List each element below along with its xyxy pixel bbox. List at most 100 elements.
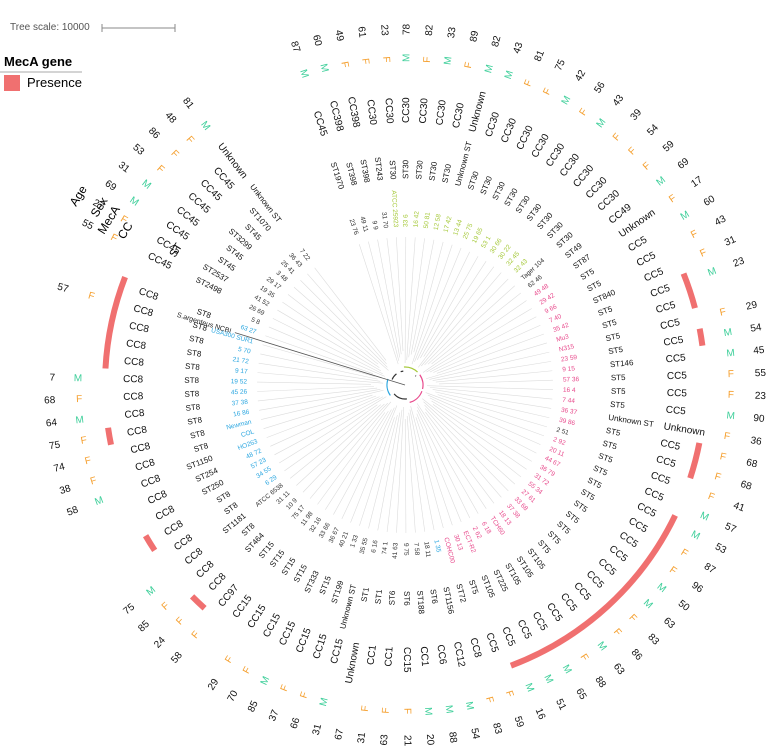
tree-clade-arc	[403, 366, 418, 373]
sex-label: F	[338, 61, 350, 69]
tree-branch	[429, 387, 553, 400]
sex-label: M	[706, 266, 718, 279]
tree-branch	[350, 405, 398, 523]
cc-label: CC30	[401, 97, 412, 123]
cc-label: CC5	[655, 300, 678, 316]
tree-branch	[432, 404, 527, 470]
tree-branch	[314, 267, 387, 361]
age-label: 23	[732, 255, 747, 269]
st-label: ST5	[608, 345, 624, 356]
sex-label: M	[503, 69, 516, 80]
sex-label: F	[698, 247, 708, 260]
age-label: 85	[136, 618, 152, 634]
cc-label: CC8	[129, 441, 151, 456]
tree-branch	[424, 408, 502, 498]
sex-label: M	[595, 117, 609, 130]
age-label: 58	[169, 650, 185, 666]
age-label: 78	[401, 23, 412, 35]
sex-label: F	[401, 708, 412, 714]
tree-branch	[427, 285, 515, 365]
age-label: 89	[468, 29, 481, 42]
meca-presence-arc	[687, 442, 703, 480]
st-label: ST5	[610, 400, 626, 410]
sex-label: M	[463, 701, 475, 711]
st-label: ST30	[401, 159, 410, 179]
age-label: 48	[163, 110, 179, 126]
cc-label: CC398	[345, 96, 362, 129]
sex-label: F	[174, 615, 186, 627]
tree-branch	[406, 415, 416, 533]
sex-label: F	[422, 56, 433, 63]
tree-branch	[287, 294, 379, 365]
outgroup-branch	[234, 332, 406, 386]
st-label: ST5	[586, 476, 604, 491]
st-label: ST15	[318, 574, 334, 596]
age-label: 23	[755, 391, 767, 402]
age-label: 55	[80, 218, 95, 233]
st-label: ST5	[597, 304, 614, 318]
age-label: 59	[512, 715, 526, 729]
sex-label: F	[463, 61, 475, 69]
tip-label: 1 35	[432, 539, 441, 553]
tip-label: 31 70	[380, 212, 389, 229]
sex-label: F	[223, 654, 236, 665]
tip-label: 1 33	[349, 534, 360, 549]
tree-branch	[261, 389, 384, 420]
cc-label: CC8	[123, 356, 144, 369]
tree-branch	[368, 241, 400, 361]
tree-branch	[409, 409, 435, 531]
tree-branch	[404, 237, 407, 364]
meca-presence-arc	[696, 328, 706, 347]
cc-label: CC6	[434, 644, 448, 666]
age-label: 43	[713, 213, 728, 228]
sex-label: F	[667, 193, 678, 206]
tree-branch	[284, 404, 378, 472]
sex-label: F	[713, 471, 722, 483]
sex-label: F	[728, 369, 734, 380]
cc-label: CC5	[659, 438, 681, 453]
sex-label: M	[422, 707, 434, 716]
cc-label: CC15	[311, 632, 329, 660]
st-label: ST5	[601, 439, 618, 452]
tree-branch	[426, 308, 532, 373]
cc-label: CC8	[132, 303, 155, 319]
tip-label: 35 42	[552, 322, 570, 334]
sex-label: M	[698, 510, 710, 523]
tree-branch	[358, 244, 399, 365]
cc-label: CC5	[649, 470, 672, 487]
tip-label: 7 44	[562, 397, 576, 405]
sex-label: M	[655, 175, 668, 189]
age-label: 57	[723, 521, 738, 536]
tree-branch	[258, 362, 381, 382]
sex-label: F	[719, 307, 727, 319]
age-label: 20	[424, 734, 436, 746]
tree-branch	[404, 418, 407, 533]
cc-label: CC5	[635, 501, 658, 520]
sex-label: M	[93, 495, 105, 508]
sex-label: M	[641, 597, 655, 611]
sex-label: F	[728, 390, 734, 401]
tip-label: 6 16	[370, 539, 379, 553]
tip-label: 39 86	[558, 417, 576, 428]
tree	[234, 237, 553, 533]
st-label: ST5	[605, 426, 622, 438]
tip-label: 19 52	[231, 378, 248, 385]
sex-label: M	[140, 178, 153, 192]
sex-label: M	[297, 68, 310, 79]
sex-label: M	[522, 682, 535, 694]
age-label: 21	[402, 735, 413, 746]
st-label: ST30	[427, 161, 439, 182]
cc-label: CC1	[366, 644, 379, 666]
age-label: 41	[732, 500, 747, 514]
tree-branch	[421, 272, 502, 367]
sex-label: F	[299, 691, 311, 700]
tree-branch	[408, 412, 426, 532]
sex-label: F	[168, 148, 180, 160]
sex-label: M	[483, 63, 496, 74]
tip-label: 12 58	[433, 213, 443, 231]
tree-branch	[425, 411, 495, 504]
st-label: ST5	[605, 331, 622, 343]
age-label: 23	[378, 24, 390, 36]
tree-clade-arc	[391, 373, 397, 380]
age-label: 68	[739, 479, 753, 493]
